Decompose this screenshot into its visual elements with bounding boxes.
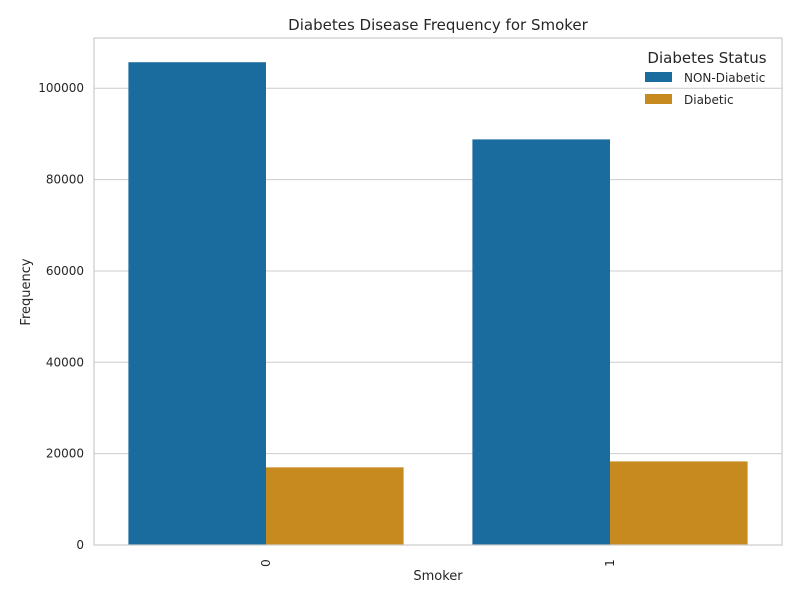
bar-diabetic-0 — [266, 467, 404, 545]
y-ticks: 0 20000 40000 60000 80000 100000 — [38, 81, 84, 552]
plot-frame — [93, 37, 783, 546]
chart-title: Diabetes Disease Frequency for Smoker — [288, 16, 588, 34]
legend-label: Diabetic — [684, 93, 734, 107]
y-tick-label: 80000 — [46, 173, 84, 187]
bar-diabetic-1 — [610, 461, 748, 545]
x-axis-label: Smoker — [413, 569, 463, 584]
bar-non-diabetic-0 — [128, 62, 266, 546]
y-tick-label: 100000 — [38, 81, 84, 95]
bar-non-diabetic-1 — [472, 139, 610, 545]
y-tick-label: 20000 — [46, 447, 84, 461]
x-tick-label: 1 — [603, 559, 617, 567]
legend: Diabetes Status NON-Diabetic Diabetic — [645, 49, 767, 107]
bars — [128, 62, 748, 546]
legend-title: Diabetes Status — [647, 49, 766, 67]
legend-swatch — [645, 94, 672, 104]
y-tick-label: 0 — [76, 538, 84, 552]
legend-label: NON-Diabetic — [684, 71, 765, 85]
y-axis-label: Frequency — [19, 258, 34, 325]
y-tick-label: 40000 — [46, 355, 84, 369]
legend-swatch — [645, 72, 672, 82]
x-tick-label: 0 — [259, 559, 273, 567]
y-tick-label: 60000 — [46, 264, 84, 278]
